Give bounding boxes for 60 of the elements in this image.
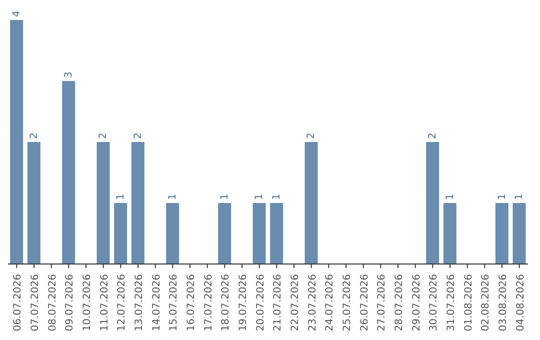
data-label: 4 (12, 10, 23, 17)
x-tick-label: 07.07.2026 (30, 274, 41, 332)
data-label: 1 (220, 194, 231, 200)
data-label: 1 (272, 194, 283, 200)
x-tick-label: 17.07.2026 (203, 274, 214, 332)
bar (131, 142, 144, 264)
bar (27, 142, 40, 264)
data-label: 2 (98, 132, 110, 139)
x-tick-label: 02.08.2026 (480, 274, 492, 332)
bar (218, 203, 232, 264)
data-label: 2 (428, 132, 439, 139)
data-label: 1 (496, 194, 508, 200)
bar (10, 20, 24, 264)
x-tick-label: 20.07.2026 (255, 274, 266, 332)
x-tick-label: 31.07.2026 (446, 274, 457, 332)
x-tick-label: 11.07.2026 (99, 274, 110, 332)
bar (252, 203, 266, 264)
bar (512, 203, 526, 264)
x-tick-label: 23.07.2026 (307, 274, 318, 332)
bar (62, 81, 76, 264)
data-label: 1 (444, 194, 456, 200)
x-tick-label: 28.07.2026 (394, 274, 405, 332)
bar (270, 203, 284, 264)
data-label: 2 (28, 132, 40, 139)
x-tick-label: 10.07.2026 (82, 274, 93, 332)
x-tick-label: 06.07.2026 (12, 274, 24, 332)
data-label: 1 (116, 194, 127, 200)
bar (166, 203, 180, 264)
x-tick-label: 12.07.2026 (116, 274, 128, 332)
x-tick-label: 30.07.2026 (428, 274, 440, 332)
x-tick-label: 15.07.2026 (168, 274, 180, 332)
x-tick-label: 13.07.2026 (134, 274, 145, 332)
bar (304, 142, 318, 264)
x-tick-label: 16.07.2026 (186, 274, 197, 332)
x-tick-label: 21.07.2026 (272, 274, 284, 332)
x-tick-label: 26.07.2026 (359, 274, 370, 332)
bar (443, 203, 456, 264)
data-label: 1 (254, 194, 266, 200)
x-tick-label: 25.07.2026 (342, 274, 353, 332)
bar (495, 203, 508, 264)
bar (96, 142, 110, 264)
x-tick-label: 03.08.2026 (498, 274, 509, 332)
x-tick-label: 19.07.2026 (238, 274, 249, 332)
x-tick-label: 14.07.2026 (151, 274, 162, 332)
x-tick-label: 22.07.2026 (290, 274, 301, 332)
x-tick-label: 27.07.2026 (376, 274, 388, 332)
data-label: 3 (64, 72, 75, 78)
bar (426, 142, 440, 264)
x-tick-label: 09.07.2026 (64, 274, 76, 332)
x-tick-label: 08.07.2026 (47, 274, 58, 332)
data-label: 1 (514, 194, 526, 200)
data-label: 2 (306, 132, 318, 139)
data-label: 2 (132, 132, 144, 139)
x-tick-label: 04.08.2026 (515, 274, 526, 332)
data-label: 1 (168, 194, 179, 200)
x-tick-label: 24.07.2026 (324, 274, 336, 332)
bar (114, 203, 128, 264)
x-tick-label: 29.07.2026 (411, 274, 422, 332)
x-tick-label: 18.07.2026 (220, 274, 232, 332)
x-tick-label: 01.08.2026 (463, 274, 474, 332)
